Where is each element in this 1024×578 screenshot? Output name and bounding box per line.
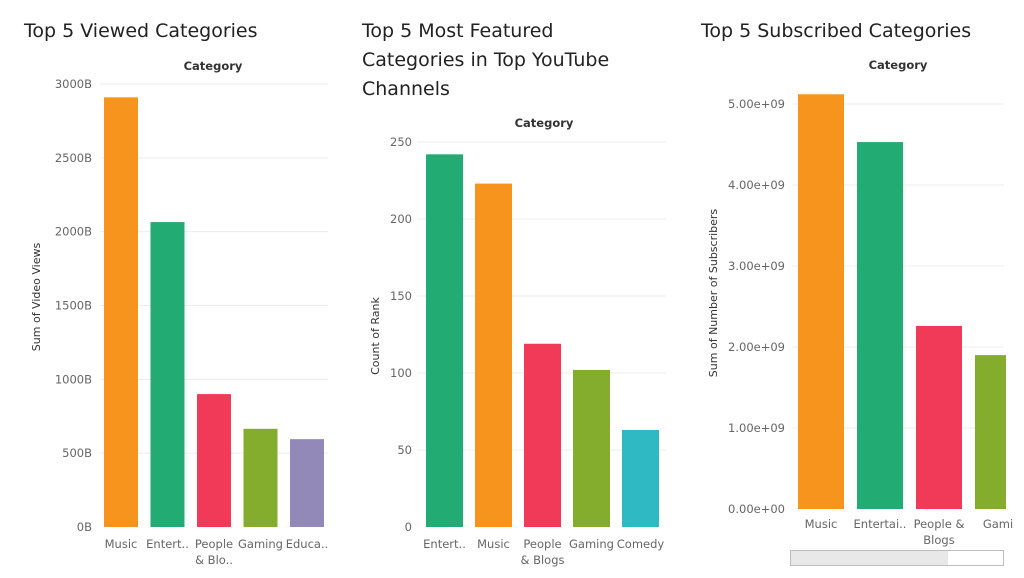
chart-3-category-label: Gami: [983, 517, 1013, 531]
chart-2-bar-5: [622, 429, 659, 527]
chart-3-y-tick-label: 3.00e+09: [728, 259, 785, 273]
chart-1-y-tick-label: 2500B: [55, 151, 92, 165]
chart-2-y-tick-label: 50: [397, 443, 412, 457]
chart-2-title: Top 5 Most Featured Categories in Top Yo…: [362, 20, 610, 100]
chart-2-y-tick-label: 100: [390, 366, 412, 380]
chart-3-y-tick-label: 4.00e+09: [728, 178, 785, 192]
chart-2-category-label: Comedy: [617, 537, 665, 551]
chart-1-y-tick-label: 1000B: [55, 372, 92, 386]
chart-1-y-tick-label: 3000B: [55, 77, 92, 91]
chart-3-category-label: Music: [805, 517, 838, 531]
chart-1-bar-3: [197, 394, 231, 527]
chart-3-y-tick-label: 2.00e+09: [728, 340, 785, 354]
chart-2-bar-2: [475, 183, 512, 527]
chart-1-category-label: People & Blo..: [195, 537, 233, 567]
chart-1-category-label: Gaming: [238, 537, 283, 551]
chart-1-header: Category: [184, 59, 243, 73]
chart-1-bar-5: [290, 439, 324, 527]
chart-2-category-label: Gaming: [569, 537, 614, 551]
chart-2-bar-3: [524, 343, 561, 527]
chart-2-category-label: People & Blogs: [520, 537, 564, 567]
chart-1-title: Top 5 Viewed Categories: [24, 20, 258, 42]
chart-2-category-label: Entert..: [423, 537, 466, 551]
chart-3-category-label: People & Blogs: [914, 517, 965, 547]
scrollbar-thumb[interactable]: [791, 551, 948, 565]
chart-1-y-tick-label: 500B: [62, 446, 92, 460]
horizontal-scrollbar[interactable]: [790, 550, 1004, 566]
chart-2-y-tick-label: 200: [390, 212, 412, 226]
chart-3-bar-4: [975, 355, 1006, 509]
chart-3-bar-2: [857, 142, 903, 509]
chart-1-y-tick-label: 2000B: [55, 225, 92, 239]
chart-2-bar-4: [573, 369, 610, 527]
chart-1-bar-1: [104, 97, 138, 527]
chart-2-bar-1: [426, 154, 463, 527]
chart-1-y-tick-label: 1500B: [55, 299, 92, 313]
chart-1-bar-2: [150, 222, 185, 527]
chart-2-y-axis-label: Count of Rank: [369, 296, 382, 374]
chart-3-title: Top 5 Subscribed Categories: [701, 20, 972, 42]
chart-3-bar-1: [798, 94, 844, 509]
chart-1-category-label: Entert..: [146, 537, 189, 551]
chart-1-bar-4: [243, 428, 278, 527]
chart-3-y-tick-label: 5.00e+09: [728, 97, 785, 111]
chart-3-bar-3: [916, 325, 962, 509]
chart-1-y-axis-label: Sum of Video Views: [30, 243, 43, 352]
chart-1-category-label: Educa..: [286, 537, 329, 551]
chart-3-y-axis-label: Sum of Number of Subscribers: [707, 209, 720, 378]
chart-2-y-tick-label: 150: [390, 289, 412, 303]
chart-2-y-tick-label: 250: [390, 135, 412, 149]
chart-2-y-tick-label: 0: [405, 520, 412, 534]
chart-3-y-tick-label: 1.00e+09: [728, 421, 785, 435]
chart-3-y-tick-label: 0.00e+00: [728, 502, 785, 516]
chart-2-category-label: Music: [477, 537, 510, 551]
chart-3-header: Category: [869, 58, 928, 72]
chart-1-category-label: Music: [105, 537, 138, 551]
chart-1-y-tick-label: 0B: [77, 520, 92, 534]
chart-2-header: Category: [515, 116, 574, 130]
chart-3-category-label: Entertai..: [854, 517, 907, 531]
